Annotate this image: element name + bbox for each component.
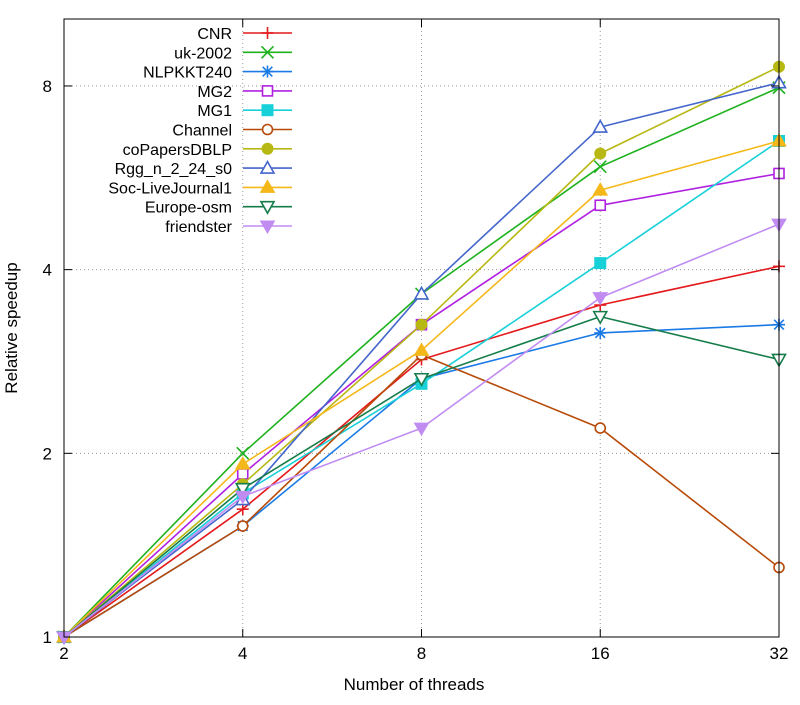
series-mg1-point-16 <box>594 257 607 270</box>
legend-entry-mg2-swatch-marker <box>261 85 274 97</box>
y-tick-label-4: 4 <box>43 261 52 280</box>
legend-entry-channel-label: Channel <box>172 123 232 140</box>
legend-entry-nlpkkt240: NLPKKT240 <box>143 65 292 82</box>
legend: CNR uk-2002 NLPKKT240 MG2 MG1 Channel coPapers… <box>108 26 292 236</box>
legend-entry-rgg-n-2-24-s0-swatch-marker <box>259 159 276 174</box>
series-uk-2002-point-4 <box>236 446 250 460</box>
legend-entry-mg1-swatch-marker <box>261 104 274 117</box>
legend-entry-uk-2002-swatch-marker <box>260 45 275 59</box>
legend-entry-channel-swatch-marker <box>261 123 274 136</box>
series-europe-osm-point-4 <box>234 482 251 497</box>
legend-entry-soc-livejournal1-label: Soc-LiveJournal1 <box>108 180 232 197</box>
legend-entry-rgg-n-2-24-s0: Rgg_n_2_24_s0 <box>115 159 292 178</box>
legend-entry-channel: Channel <box>172 123 292 140</box>
x-tick-label-16: 16 <box>591 644 610 663</box>
legend-entry-cnr-label: CNR <box>197 26 232 43</box>
legend-entry-copapersdblp: coPapersDBLP <box>123 142 292 159</box>
legend-entry-mg1-label: MG1 <box>197 103 232 120</box>
legend-entry-uk-2002-label: uk-2002 <box>174 45 232 62</box>
series-copapersdblp-point-16 <box>594 147 607 160</box>
series-europe-osm-point-16 <box>592 310 609 325</box>
series-nlpkkt240-point-16 <box>594 326 607 339</box>
series-soc-livejournal1-point-4 <box>234 456 251 470</box>
series-soc-livejournal1-point-16 <box>592 182 609 196</box>
series-channel-point-16 <box>594 422 607 434</box>
x-axis-label: Number of threads <box>344 675 485 694</box>
legend-entry-friendster: friendster <box>165 219 292 236</box>
y-tick-label-1: 1 <box>43 628 52 647</box>
legend-entry-nlpkkt240-label: NLPKKT240 <box>143 65 232 82</box>
series-soc-livejournal1 <box>56 132 787 643</box>
legend-entry-mg2-label: MG2 <box>197 84 232 101</box>
legend-entry-europe-osm-label: Europe-osm <box>145 200 232 217</box>
x-tick-label-4: 4 <box>238 644 247 663</box>
legend-entry-mg2: MG2 <box>197 84 292 101</box>
legend-entry-copapersdblp-label: coPapersDBLP <box>123 142 232 159</box>
series-rgg-n-2-24-s0-point-8 <box>413 285 430 300</box>
legend-entry-nlpkkt240-swatch-marker <box>261 65 274 78</box>
series-friendster <box>56 218 787 645</box>
x-tick-label-2: 2 <box>59 644 68 663</box>
series-friendster-point-16 <box>592 292 609 306</box>
series-friendster-point-4 <box>234 490 251 505</box>
legend-entry-rgg-n-2-24-s0-label: Rgg_n_2_24_s0 <box>115 161 233 178</box>
legend-entry-uk-2002: uk-2002 <box>174 45 292 62</box>
legend-entry-soc-livejournal1-swatch-marker <box>259 179 276 193</box>
series-copapersdblp-point-8 <box>415 318 428 331</box>
y-tick-label-2: 2 <box>43 444 52 463</box>
series-channel-point-4 <box>236 520 249 532</box>
legend-entry-europe-osm-swatch-marker <box>259 200 276 215</box>
legend-entry-soc-livejournal1: Soc-LiveJournal1 <box>108 179 292 197</box>
series-europe-osm-point-8 <box>413 372 430 387</box>
y-tick-label-8: 8 <box>43 77 52 96</box>
legend-entry-cnr-swatch-marker <box>261 27 274 39</box>
legend-entry-copapersdblp-swatch-marker <box>261 142 274 155</box>
legend-entry-europe-osm: Europe-osm <box>145 200 292 217</box>
legend-entry-mg1: MG1 <box>197 103 292 120</box>
x-tick-label-32: 32 <box>770 644 789 663</box>
series-mg2-point-4 <box>236 468 249 480</box>
series-soc-livejournal1-point-8 <box>413 342 430 356</box>
x-tick-label-8: 8 <box>417 644 426 663</box>
legend-entry-friendster-label: friendster <box>165 219 232 236</box>
series-uk-2002-point-16 <box>593 160 607 174</box>
y-axis-label: Relative speedup <box>2 262 21 393</box>
legend-entry-friendster-swatch-marker <box>259 220 276 234</box>
series-mg2-point-16 <box>594 199 607 212</box>
series-friendster-point-8 <box>413 422 430 437</box>
series-rgg-n-2-24-s0-point-16 <box>592 118 609 133</box>
legend-entry-cnr: CNR <box>197 26 292 43</box>
